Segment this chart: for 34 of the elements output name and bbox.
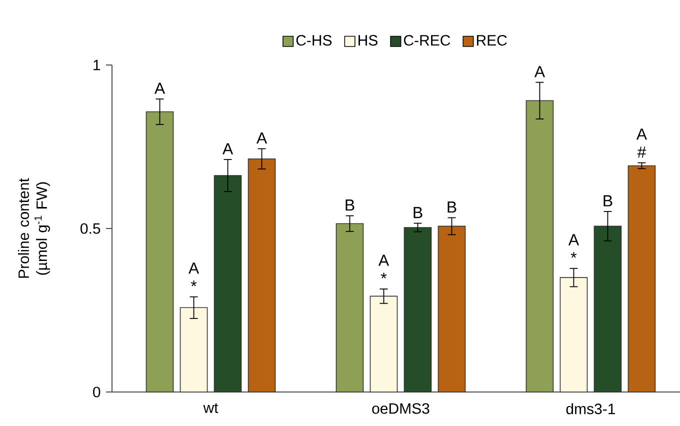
bar	[146, 111, 174, 392]
bar	[336, 223, 364, 392]
data-label: A *	[378, 254, 390, 278]
bar	[526, 100, 554, 392]
data-label: A #	[636, 128, 648, 158]
bar	[404, 227, 432, 392]
bar	[180, 307, 208, 392]
legend-label: C-REC	[404, 34, 450, 46]
data-label: B	[414, 207, 422, 218]
data-label: B	[448, 202, 456, 213]
bar	[594, 226, 622, 392]
bar	[560, 277, 588, 392]
x-tick-label: wt	[203, 403, 218, 414]
bar	[628, 165, 656, 392]
data-label: A	[154, 82, 166, 94]
legend-label: HS	[358, 34, 378, 46]
data-label: A	[534, 66, 546, 78]
legend-label: REC	[476, 34, 507, 46]
data-label: A *	[188, 262, 200, 286]
x-tick-label: dms3-1	[566, 403, 615, 414]
y-tick-label: 0	[93, 386, 100, 398]
x-tick-label: oeDMS3	[372, 403, 430, 414]
data-label: B	[604, 195, 612, 206]
bar	[438, 226, 466, 392]
data-label: A	[256, 132, 268, 144]
bar	[370, 296, 398, 392]
y-tick-label: 0.5	[80, 223, 100, 234]
bar	[248, 158, 276, 392]
y-tick-label: 1	[94, 60, 100, 70]
data-label: A	[222, 143, 234, 154]
legend-label: C-HS	[296, 34, 332, 46]
data-label: B	[346, 200, 354, 211]
data-label: A *	[568, 234, 580, 258]
bar	[214, 175, 242, 392]
